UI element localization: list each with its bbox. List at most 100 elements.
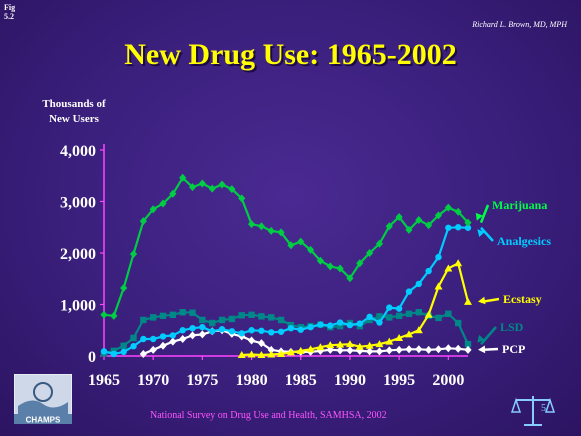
marijuana-point xyxy=(169,189,177,198)
analgesics-point xyxy=(445,224,452,231)
marijuana-point xyxy=(444,203,452,212)
source-note: National Survey on Drug Use and Health, … xyxy=(150,410,387,421)
lsd-point xyxy=(199,316,206,324)
pcp-point xyxy=(405,345,413,354)
chart-title: New Drug Use: 1965-2002 xyxy=(124,38,457,71)
marijuana-point xyxy=(454,207,462,216)
pcp-point xyxy=(385,346,393,355)
ecstasy-label-arrowhead xyxy=(477,296,486,305)
analgesics-point xyxy=(149,335,157,343)
marijuana-point xyxy=(375,239,384,248)
analgesics-point xyxy=(297,326,304,333)
pcp-point xyxy=(149,345,157,354)
marijuana-point xyxy=(188,183,197,192)
y-axis-label-line2: New Users xyxy=(49,113,99,125)
pcp-point xyxy=(356,346,364,355)
ecstasy-point xyxy=(247,350,256,358)
ecstasy-point xyxy=(286,348,295,356)
y-tick-label: 1,000 xyxy=(60,298,96,315)
analgesics-point xyxy=(464,224,472,231)
pcp-point xyxy=(169,337,177,346)
marijuana-point xyxy=(405,225,413,234)
analgesics-series-label: Analgesics xyxy=(497,234,551,248)
ecstasy-point xyxy=(434,282,443,290)
ecstasy-point xyxy=(326,341,335,349)
ecstasy-point xyxy=(385,337,394,345)
x-tick-label: 1995 xyxy=(383,372,415,389)
analgesics-point xyxy=(405,288,413,295)
ecstasy-point xyxy=(257,350,266,358)
ecstasy-point xyxy=(336,340,345,348)
lsd-point xyxy=(120,342,127,349)
ecstasy-series-label: Ecstasy xyxy=(503,292,542,306)
pcp-series-line xyxy=(142,329,469,355)
lsd-point xyxy=(149,314,157,321)
lsd-point xyxy=(405,310,413,317)
marijuana-point xyxy=(464,218,472,227)
marijuana-point xyxy=(356,259,364,268)
analgesics-point xyxy=(454,224,462,231)
marijuana-point xyxy=(287,241,295,250)
lsd-point xyxy=(277,316,285,324)
lsd-point xyxy=(386,314,393,321)
pcp-point xyxy=(375,347,384,356)
ecstasy-point xyxy=(277,349,286,357)
marijuana-point xyxy=(149,205,157,214)
lsd-point xyxy=(376,313,383,320)
analgesics-point xyxy=(209,328,216,335)
pcp-point xyxy=(257,339,266,348)
lsd-point xyxy=(435,314,442,322)
pcp-point xyxy=(247,336,256,345)
pcp-point xyxy=(198,330,206,339)
analgesics-point xyxy=(189,324,196,332)
y-tick-label: 0 xyxy=(88,349,96,366)
lsd-point xyxy=(159,312,167,320)
figure-label-line2: 5.2 xyxy=(4,12,14,21)
x-tick-label: 1990 xyxy=(334,372,366,389)
marijuana-point xyxy=(434,211,443,220)
lsd-point xyxy=(258,313,265,320)
marijuana-point xyxy=(228,185,236,194)
pcp-point xyxy=(336,346,344,355)
marijuana-label-arrowhead xyxy=(475,212,483,221)
lsd-label-arrow xyxy=(480,326,497,345)
analgesics-point xyxy=(120,348,127,356)
marijuana-point xyxy=(179,173,187,182)
pcp-point xyxy=(139,349,147,358)
pcp-point xyxy=(267,345,275,354)
pcp-point xyxy=(464,345,472,354)
ecstasy-point xyxy=(237,350,246,358)
ecstasy-point xyxy=(345,340,354,348)
lsd-point xyxy=(209,319,216,327)
lsd-point xyxy=(189,309,196,316)
analgesics-point xyxy=(415,280,423,288)
marijuana-point xyxy=(110,311,118,320)
page-number: 5 xyxy=(541,403,546,414)
analgesics-point xyxy=(218,326,226,333)
marijuana-point xyxy=(336,264,344,273)
figure-label: Fig 5.2 xyxy=(4,3,15,21)
lsd-point xyxy=(228,315,236,323)
ecstasy-point xyxy=(464,297,472,305)
logo-text: CHAMPS xyxy=(26,416,61,425)
analgesics-series-line xyxy=(103,226,469,355)
marijuana-point xyxy=(159,199,167,208)
y-axis-label-line1: Thousands of xyxy=(42,98,106,110)
marijuana-point xyxy=(208,184,216,193)
marijuana-point xyxy=(306,245,315,254)
analgesics-point xyxy=(435,253,442,261)
pcp-point xyxy=(434,345,443,354)
ecstasy-point xyxy=(375,340,384,348)
analgesics-label-arrowhead xyxy=(477,229,485,238)
x-tick-label: 2000 xyxy=(432,372,464,389)
marijuana-label-arrow xyxy=(479,204,490,224)
lsd-point xyxy=(395,312,403,320)
pcp-label-arrowhead xyxy=(477,345,486,354)
scales-icon xyxy=(510,396,556,426)
analgesics-point xyxy=(228,328,236,335)
analgesics-point xyxy=(425,267,432,275)
analgesics-label-arrow xyxy=(480,226,494,242)
lsd-point xyxy=(464,340,472,348)
